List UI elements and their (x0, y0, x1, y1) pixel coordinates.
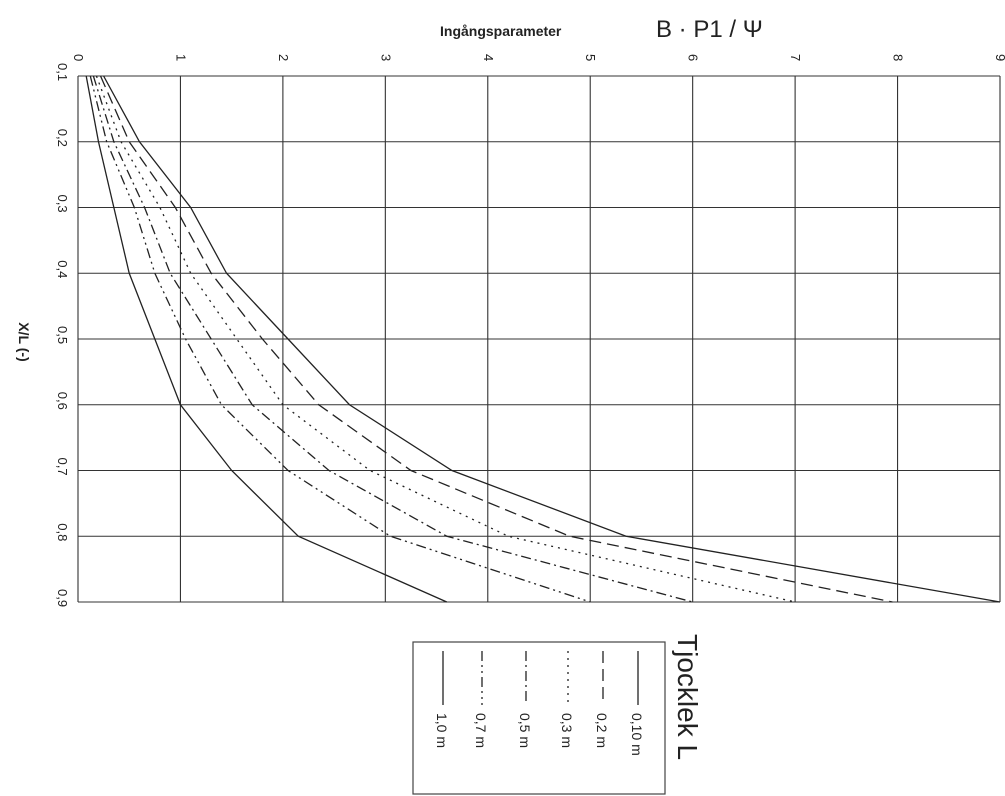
series-line-4 (92, 75, 693, 603)
value-tick-label: 7 (788, 54, 803, 61)
value-tick-label: 9 (993, 54, 1005, 61)
xl-tick-label: 0,9 (55, 589, 70, 607)
value-tick-label: 6 (686, 54, 701, 61)
series-layer (85, 75, 1001, 603)
grid (77, 75, 1001, 603)
value-tick-label: 5 (583, 54, 598, 61)
legend: Tjocklek L 0,10 m 0,2 m 0,3 m 0,5 m 0,7 m 1,0… (412, 634, 703, 795)
legend-title: Tjocklek L (672, 634, 703, 760)
series-line-1 (103, 75, 1001, 603)
value-tick-label: 0 (71, 54, 86, 61)
value-tick-label: 1 (173, 54, 188, 61)
legend-label: 0,3 m (559, 713, 575, 748)
x-axis-title: X/L (-) (16, 322, 32, 361)
xl-tick-label: 0,3 (55, 195, 70, 213)
legend-label: 1,0 m (434, 713, 450, 748)
series-line-6 (85, 75, 448, 603)
legend-label: 0,5 m (517, 713, 533, 748)
series-line-2 (99, 75, 893, 603)
legend-label: 0,2 m (594, 713, 610, 748)
title-formula: B · P1 / Ψ (656, 16, 763, 43)
value-tick-label: 4 (481, 54, 496, 61)
title-parameter: Ingångsparameter (440, 23, 562, 39)
legend-label: 0,7 m (473, 713, 489, 748)
value-tick-label: 2 (276, 54, 291, 61)
series-line-5 (89, 75, 591, 603)
xl-tick-label: 0,5 (55, 326, 70, 344)
xl-tick-label: 0,4 (55, 260, 70, 278)
xl-tick-label: 0,6 (55, 392, 70, 410)
value-tick-label: 8 (891, 54, 906, 61)
xl-tick-label: 0,2 (55, 129, 70, 147)
tick-labels: 0 1 2 3 4 5 6 7 8 9 0,1 0,2 0,3 0,4 0,5 0,6 0,7 0,8 0,9 (55, 54, 1005, 607)
xl-tick-label: 0,1 (55, 63, 70, 81)
value-tick-label: 3 (378, 54, 393, 61)
xl-tick-label: 0,7 (55, 458, 70, 476)
legend-label: 0,10 m (629, 713, 645, 756)
legend-box (412, 641, 666, 795)
legend-items: 0,10 m 0,2 m 0,3 m 0,5 m 0,7 m 1,0 m (434, 651, 645, 756)
xl-tick-label: 0,8 (55, 523, 70, 541)
